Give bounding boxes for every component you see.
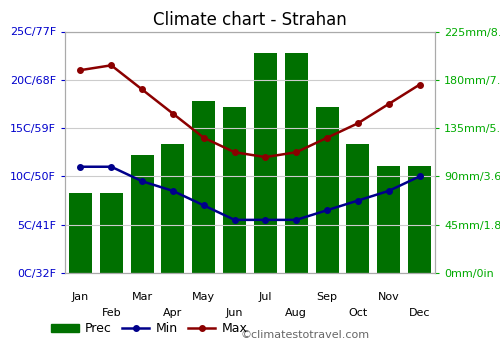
Bar — [346, 144, 370, 273]
Text: Jul: Jul — [258, 293, 272, 302]
Text: Feb: Feb — [102, 308, 121, 318]
Bar — [316, 107, 338, 273]
Bar — [377, 166, 400, 273]
Bar — [223, 107, 246, 273]
Bar — [192, 101, 216, 273]
Bar — [69, 193, 92, 273]
Bar — [284, 53, 308, 273]
Text: Nov: Nov — [378, 293, 400, 302]
Bar — [162, 144, 184, 273]
Text: Oct: Oct — [348, 308, 368, 318]
Text: Jun: Jun — [226, 308, 244, 318]
Text: May: May — [192, 293, 216, 302]
Text: Sep: Sep — [316, 293, 338, 302]
Bar — [254, 53, 277, 273]
Text: ©climatestotravel.com: ©climatestotravel.com — [240, 329, 369, 340]
Bar — [408, 166, 431, 273]
Text: Jan: Jan — [72, 293, 89, 302]
Bar — [100, 193, 123, 273]
Text: Mar: Mar — [132, 293, 152, 302]
Text: Apr: Apr — [164, 308, 182, 318]
Text: Dec: Dec — [409, 308, 430, 318]
Bar — [130, 155, 154, 273]
Title: Climate chart - Strahan: Climate chart - Strahan — [153, 10, 347, 29]
Legend: Prec, Min, Max: Prec, Min, Max — [46, 317, 253, 340]
Text: Aug: Aug — [286, 308, 307, 318]
